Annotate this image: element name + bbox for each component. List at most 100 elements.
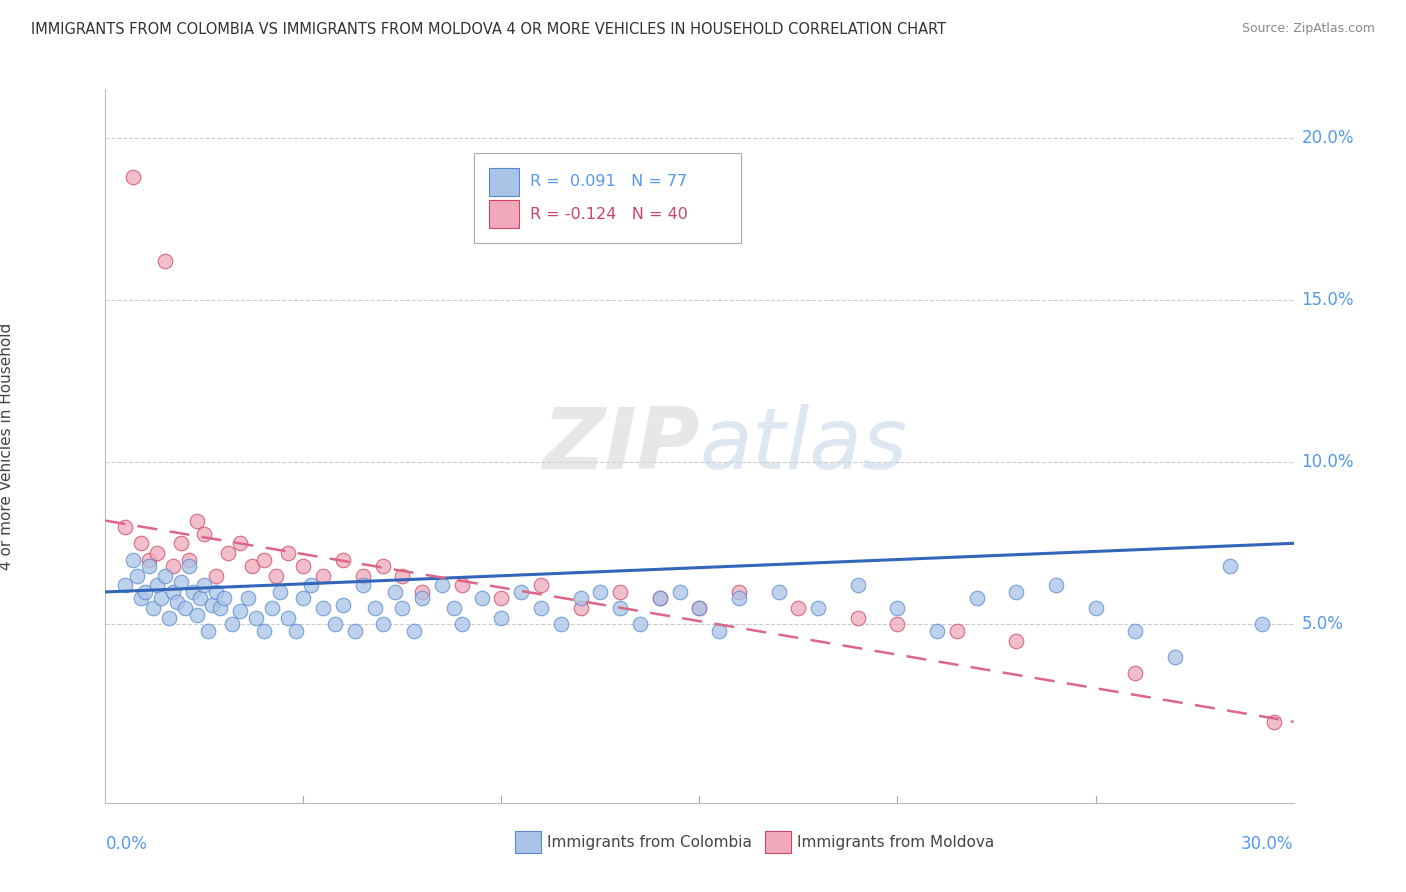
Point xyxy=(173,601,195,615)
Point xyxy=(127,568,149,582)
Point xyxy=(966,591,988,606)
Point xyxy=(214,591,236,606)
Point xyxy=(253,624,276,638)
Point xyxy=(153,254,176,268)
Point xyxy=(153,568,176,582)
Point xyxy=(149,591,172,606)
Point xyxy=(162,559,184,574)
Text: IMMIGRANTS FROM COLOMBIA VS IMMIGRANTS FROM MOLDOVA 4 OR MORE VEHICLES IN HOUSEH: IMMIGRANTS FROM COLOMBIA VS IMMIGRANTS F… xyxy=(31,22,946,37)
Point xyxy=(332,598,354,612)
Point xyxy=(312,601,335,615)
Point xyxy=(886,617,908,632)
Point xyxy=(1123,666,1146,681)
FancyBboxPatch shape xyxy=(489,200,519,228)
Point xyxy=(411,591,433,606)
Point xyxy=(146,546,169,560)
Point xyxy=(299,578,322,592)
Point xyxy=(323,617,346,632)
Point xyxy=(807,601,830,615)
Point xyxy=(946,624,969,638)
Point xyxy=(384,585,406,599)
FancyBboxPatch shape xyxy=(516,831,541,853)
Point xyxy=(197,624,219,638)
Point xyxy=(569,601,592,615)
Point xyxy=(1250,617,1272,632)
Point xyxy=(292,559,315,574)
Point xyxy=(364,601,387,615)
Point xyxy=(352,578,374,592)
Text: atlas: atlas xyxy=(700,404,907,488)
Point xyxy=(134,585,156,599)
Point xyxy=(209,601,232,615)
Point xyxy=(260,601,283,615)
Point xyxy=(709,624,731,638)
Point xyxy=(190,591,212,606)
Text: 15.0%: 15.0% xyxy=(1302,291,1354,309)
Point xyxy=(229,604,252,618)
Point xyxy=(292,591,315,606)
Point xyxy=(114,520,136,534)
Point xyxy=(846,611,869,625)
Point xyxy=(181,585,204,599)
Point xyxy=(628,617,651,632)
Point xyxy=(886,601,908,615)
Text: R =  0.091   N = 77: R = 0.091 N = 77 xyxy=(530,175,688,189)
Point xyxy=(1045,578,1067,592)
Point xyxy=(728,585,751,599)
Point xyxy=(471,591,494,606)
FancyBboxPatch shape xyxy=(489,168,519,196)
Point xyxy=(236,591,259,606)
Point xyxy=(277,546,299,560)
Point xyxy=(343,624,366,638)
Text: 20.0%: 20.0% xyxy=(1302,128,1354,147)
Point xyxy=(170,575,193,590)
Point xyxy=(846,578,869,592)
Point xyxy=(284,624,307,638)
Text: Immigrants from Colombia: Immigrants from Colombia xyxy=(547,835,752,849)
Point xyxy=(430,578,453,592)
Point xyxy=(1005,585,1028,599)
Point xyxy=(668,585,690,599)
Point xyxy=(221,617,243,632)
Point xyxy=(264,568,287,582)
Point xyxy=(122,552,145,566)
Point xyxy=(146,578,169,592)
Point xyxy=(193,526,215,541)
Point xyxy=(569,591,592,606)
FancyBboxPatch shape xyxy=(765,831,792,853)
Point xyxy=(205,568,228,582)
Point xyxy=(1123,624,1146,638)
Point xyxy=(1219,559,1241,574)
Point xyxy=(157,611,180,625)
Point xyxy=(142,601,165,615)
FancyBboxPatch shape xyxy=(474,153,741,243)
Point xyxy=(450,617,472,632)
Text: 0.0%: 0.0% xyxy=(105,835,148,854)
Point xyxy=(443,601,465,615)
Point xyxy=(609,601,631,615)
Point xyxy=(177,552,200,566)
Point xyxy=(787,601,810,615)
Point xyxy=(391,568,413,582)
Text: R = -0.124   N = 40: R = -0.124 N = 40 xyxy=(530,207,688,221)
Point xyxy=(240,559,263,574)
Point xyxy=(1164,649,1187,664)
Point xyxy=(510,585,533,599)
Point xyxy=(138,559,160,574)
Point xyxy=(371,617,394,632)
Point xyxy=(609,585,631,599)
Point xyxy=(728,591,751,606)
Point xyxy=(530,601,553,615)
Point xyxy=(589,585,612,599)
Point xyxy=(689,601,711,615)
Point xyxy=(530,578,553,592)
Point xyxy=(138,552,160,566)
Point xyxy=(114,578,136,592)
Point xyxy=(205,585,228,599)
Point xyxy=(371,559,394,574)
Point xyxy=(277,611,299,625)
Point xyxy=(491,591,513,606)
Point xyxy=(269,585,291,599)
Point xyxy=(129,536,152,550)
Point xyxy=(491,611,513,625)
